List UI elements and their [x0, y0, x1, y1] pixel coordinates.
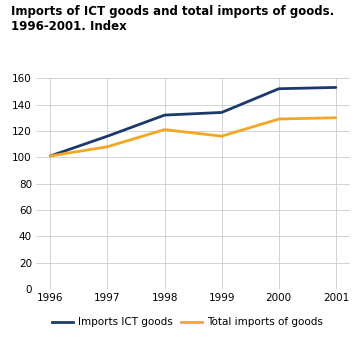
Imports ICT goods	[48, 154, 53, 158]
Total imports of goods	[162, 128, 167, 132]
Total imports of goods	[334, 116, 338, 120]
Imports ICT goods	[334, 85, 338, 89]
Total imports of goods	[48, 154, 53, 158]
Line: Total imports of goods: Total imports of goods	[51, 118, 336, 156]
Total imports of goods	[219, 134, 224, 138]
Imports ICT goods	[277, 87, 281, 91]
Imports ICT goods	[105, 134, 110, 138]
Total imports of goods	[105, 145, 110, 149]
Text: Imports of ICT goods and total imports of goods.
1996-2001. Index: Imports of ICT goods and total imports o…	[11, 5, 334, 33]
Legend: Imports ICT goods, Total imports of goods: Imports ICT goods, Total imports of good…	[48, 313, 327, 331]
Line: Imports ICT goods: Imports ICT goods	[51, 87, 336, 156]
Imports ICT goods	[219, 110, 224, 115]
Imports ICT goods	[162, 113, 167, 117]
Total imports of goods	[277, 117, 281, 121]
